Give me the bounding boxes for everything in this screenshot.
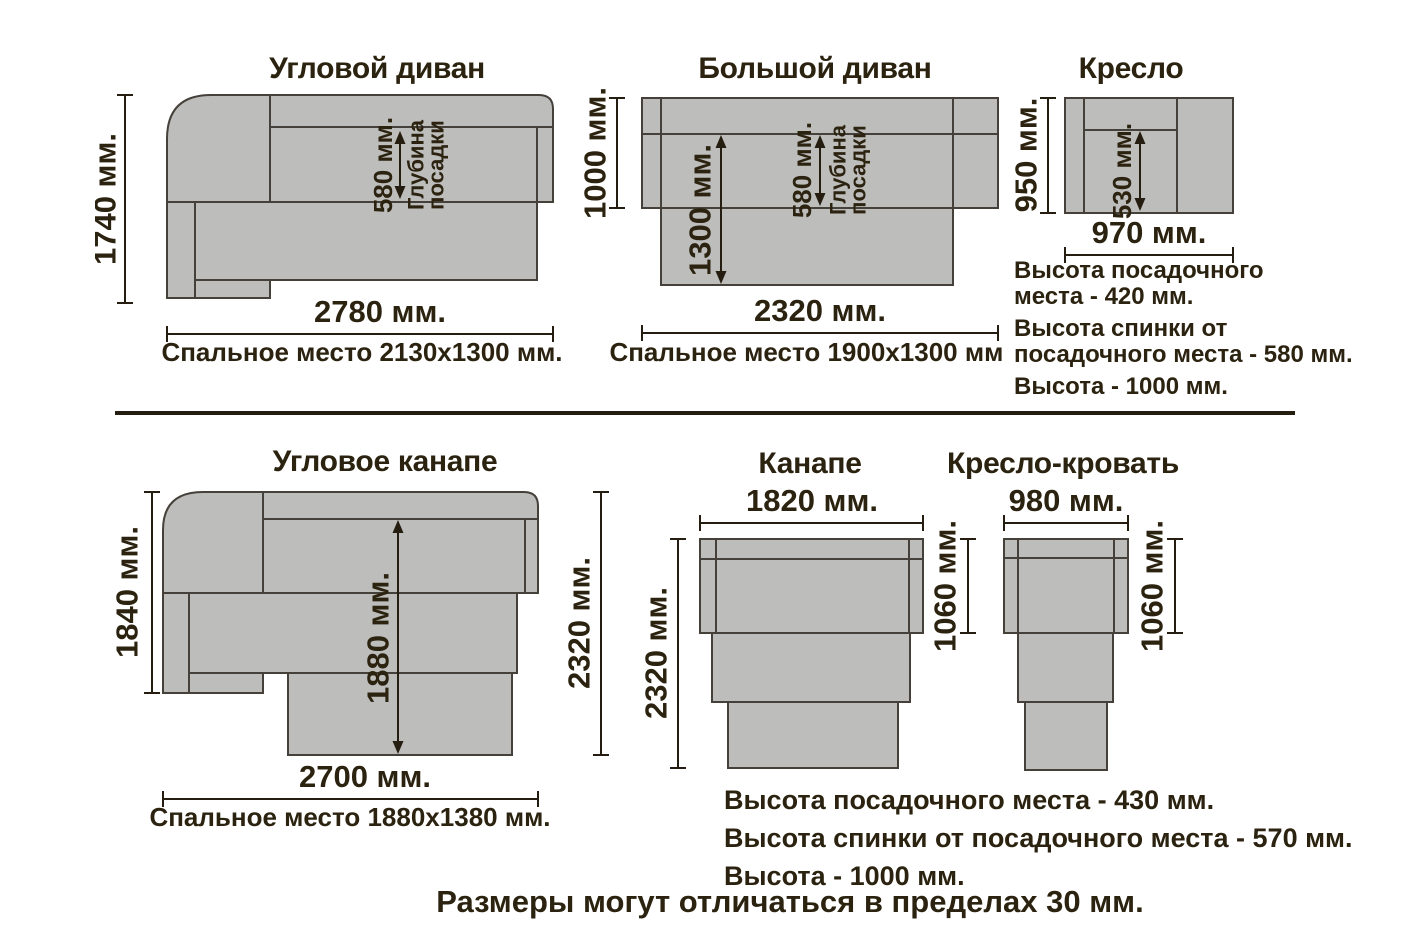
arrowhead-up [1134,131,1146,144]
canape-bottom-section [727,701,899,769]
arrowhead-down [715,271,727,284]
seat-depth-caption-line2: посадки [846,125,871,215]
armchair-note-total-height: Высота - 1000 мм. [1014,373,1228,400]
armchair-note-seat-height: Высота посадочного места - 420 мм. [1014,257,1264,310]
corner-canape-bed-depth-label: 1880 мм. [361,572,396,704]
big-sofa-height-label: 1000 мм. [578,87,613,219]
arrowhead-down [392,741,404,754]
corner-canape-sleeping-area-label: Спальное место 1880x1380 мм. [149,802,550,830]
canape-title: Канапе [758,447,862,480]
big-sofa-width-label: 2320 мм. [754,293,886,328]
canape-width-label: 1820 мм. [746,485,878,518]
footer-disclaimer: Размеры могут отличаться в пределах 30 м… [436,884,1144,919]
armchair-notes: Высота посадочного места - 420 мм. Высот… [1014,258,1353,406]
armchair-bed-body-depth-label: 1060 мм. [1135,520,1170,652]
arrowhead-up [394,131,406,144]
arrowhead-up [392,520,404,533]
big-sofa-bed-depth-label: 1300 мм. [683,144,718,276]
arrowhead-down [1134,198,1146,211]
canape-body [699,538,924,634]
corner-sofa-title: Угловой диван [269,52,485,85]
corner-sofa-left-arm [166,94,271,203]
arrowhead-up [814,135,826,148]
canape-body-depth-label: 1060 мм. [928,520,963,652]
armchair-seat-depth-label: 530 мм. [1107,123,1137,219]
corner-sofa-right-armrest [536,126,554,203]
big-sofa-diagram: 1000 мм. 1300 мм. 580 мм. Глубина посадк… [578,87,1006,367]
corner-canape-backrest [262,491,539,520]
big-sofa-sleeping-area-label: Спальное место 1900x1300 мм. [609,337,1005,367]
seat-depth-caption-line1: Глубина [404,119,429,210]
arrowhead-down [394,186,406,199]
corner-canape-middle-seat [188,592,518,674]
canape-notes: Высота посадочного места - 430 мм. Высот… [724,781,1353,895]
corner-canape-diagram: 1840 мм. 1880 мм. 2320 мм. 2700 мм. Спал… [110,491,609,830]
corner-sofa-diagram: 1740 мм. 580 мм. Глубина посадки 2780 мм… [95,94,563,367]
canape-diagram: 1820 мм. 2320 мм. 1060 мм. [639,485,976,769]
corner-canape-total-depth-label: 2320 мм. [562,557,597,689]
armchair-width-label: 970 мм. [1092,215,1207,250]
corner-sofa-backrest [269,94,554,128]
armchair-bed-body [1003,538,1129,634]
seat-depth-caption-line1: Глубина [826,124,851,215]
corner-canape-height-label: 1840 мм. [110,526,145,658]
big-sofa-title: Большой диван [698,52,932,85]
armchair-bed-diagram: 980 мм. 1060 мм. [1003,485,1183,771]
canape-middle-section [711,632,911,703]
note-backrest-height: Высота спинки от посадочного места - 570… [724,823,1353,853]
canape-total-depth-label: 2320 мм. [639,587,674,719]
big-sofa-pullout [660,207,954,286]
corner-sofa-sleeping-area-label: Спальное место 2130x1300 мм. [161,337,562,367]
armchair-bed-middle-section [1017,632,1114,703]
corner-sofa-height-label: 1740 мм. [95,133,123,265]
corner-sofa-lower-seat [194,201,538,281]
corner-sofa-foot [194,279,271,299]
note-seat-height: Высота посадочного места - 430 мм. [724,785,1215,815]
armchair-height-label: 950 мм. [1010,98,1044,213]
corner-canape-foot [188,672,264,694]
corner-canape-right-armrest [524,518,539,594]
armchair-note-backrest-height: Высота спинки от посадочного места - 580… [1014,315,1353,368]
seat-depth-caption-line2: посадки [424,120,449,210]
section-divider [115,411,1295,415]
corner-canape-width-label: 2700 мм. [299,759,431,794]
corner-canape-left-arm-strip [162,592,190,694]
corner-canape-title: Угловое канапе [272,445,498,478]
corner-sofa-seat-depth-label: 580 мм. [368,117,398,213]
armchair-bed-bottom-section [1024,701,1108,771]
armchair-body [1064,97,1234,214]
armchair-title: Кресло [1078,52,1184,85]
arrowhead-down [814,193,826,206]
armchair-bed-width-label: 980 мм. [1009,485,1124,518]
note-total-height: Высота - 1000 мм. [724,861,965,891]
corner-sofa-width-label: 2780 мм. [314,294,446,329]
corner-canape-left-arm [162,491,264,594]
armchair-diagram: 950 мм. 530 мм. 970 мм. [1010,97,1234,263]
big-sofa-seat-depth-label: 580 мм. [787,122,817,218]
corner-sofa-left-arm-strip [166,201,196,299]
arrowhead-up [715,135,727,148]
armchair-bed-title: Кресло-кровать [947,447,1179,480]
